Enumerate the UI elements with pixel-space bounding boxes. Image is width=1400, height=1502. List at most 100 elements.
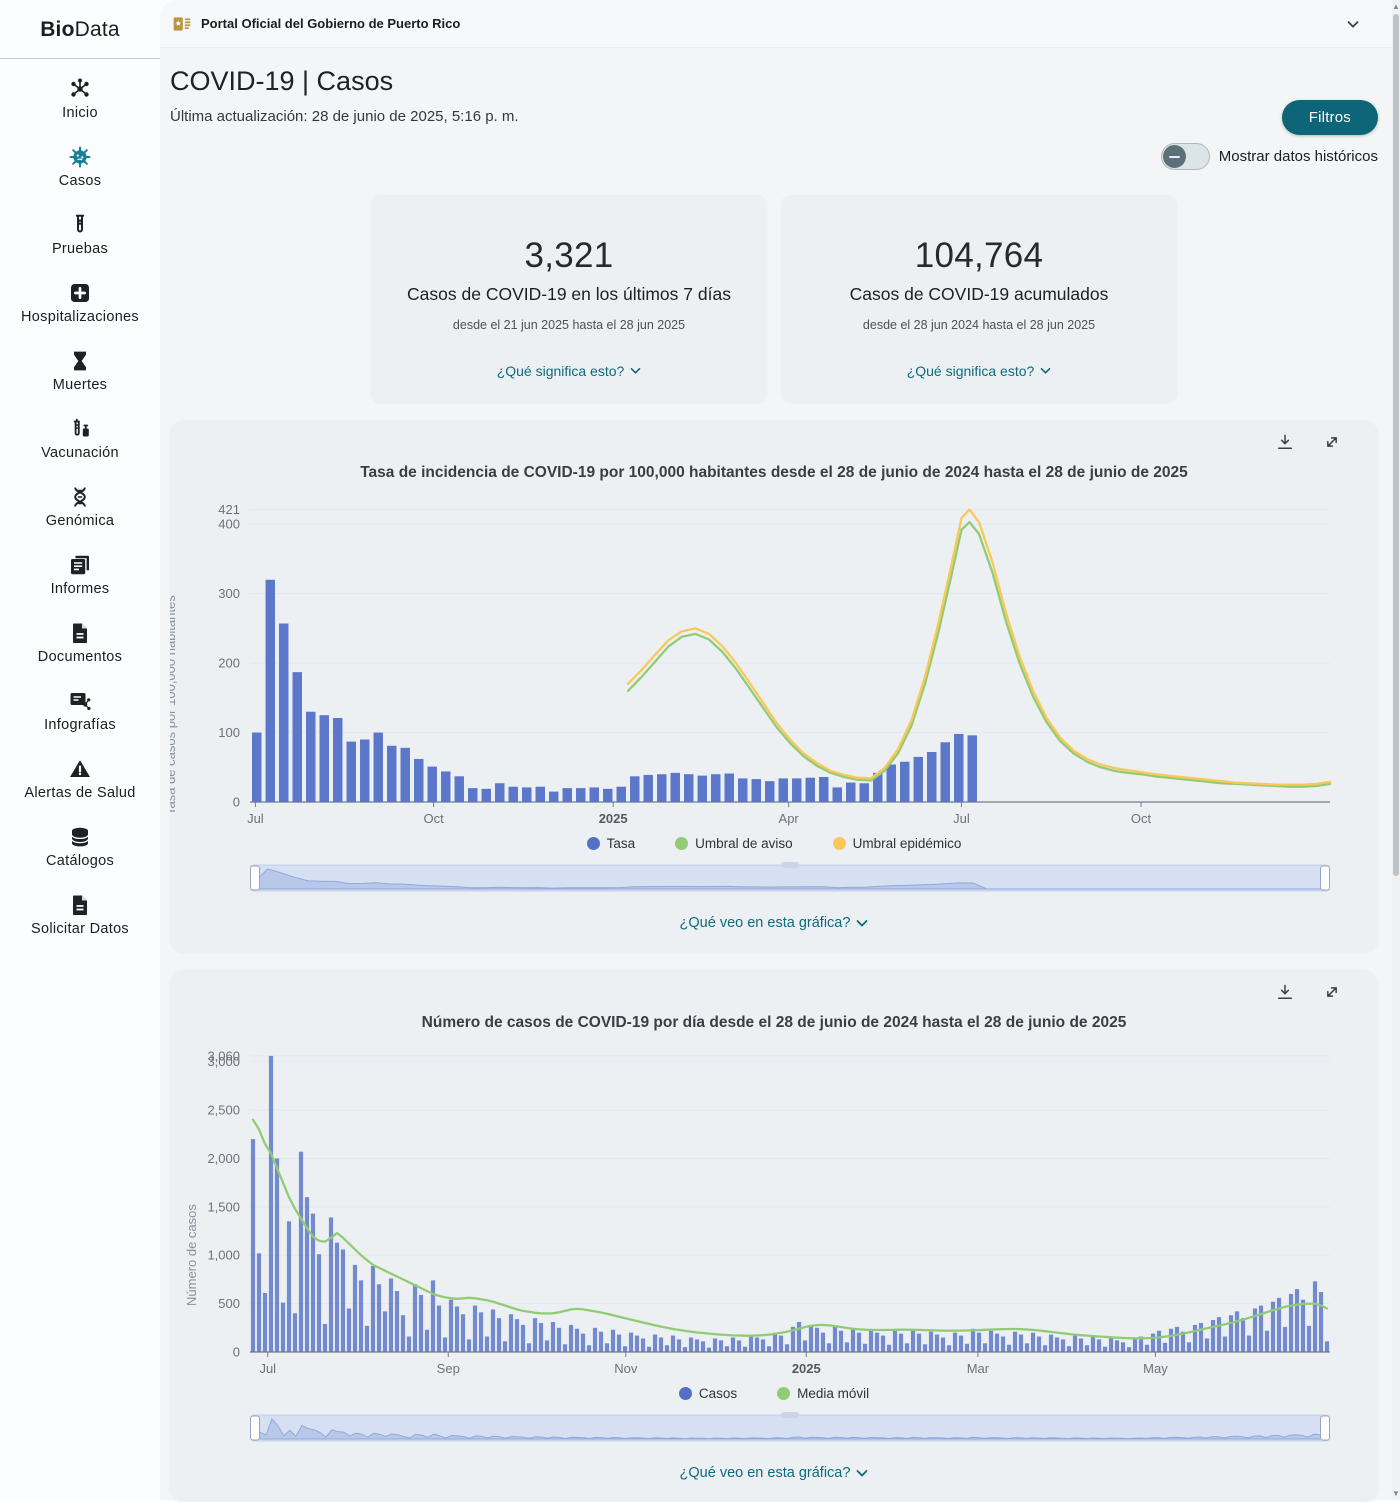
svg-text:May: May xyxy=(1143,1361,1168,1376)
legend-label: Umbral epidémico xyxy=(852,835,962,851)
svg-text:Nov: Nov xyxy=(614,1361,638,1376)
svg-text:Jul: Jul xyxy=(259,1361,276,1376)
sidebar-item-hospitalizaciones[interactable]: Hospitalizaciones xyxy=(0,269,160,337)
historic-data-toggle[interactable] xyxy=(1160,143,1210,170)
daily-cases-chart-card: Número de casos de COVID-19 por día desd… xyxy=(170,970,1378,1502)
chevron-down-icon xyxy=(856,919,868,928)
chart1-question-text: ¿Qué veo en esta gráfica? xyxy=(679,915,851,931)
chart1-question-link[interactable]: ¿Qué veo en esta gráfica? xyxy=(194,912,1354,934)
warning-icon xyxy=(67,756,93,782)
stat-value: 3,321 xyxy=(524,236,614,275)
legend-item[interactable]: Casos xyxy=(678,1385,738,1401)
stat-label: Casos de COVID-19 en los últimos 7 días xyxy=(407,284,731,304)
daily-cases-chart-plot[interactable]: 0 500 1,000 1,500 2,000 2,500 3,000 3,060 Jul Sep… xyxy=(194,1040,1354,1382)
sidebar-item-inicio[interactable]: Inicio xyxy=(0,65,160,133)
legend-item[interactable]: Media móvil xyxy=(777,1386,869,1401)
chart2-ylabel: Número de casos xyxy=(184,1204,199,1306)
sidebar-item-label: Vacunación xyxy=(41,445,119,462)
sidebar-item-label: Casos xyxy=(58,173,102,190)
report-icon xyxy=(67,552,93,578)
download-button[interactable] xyxy=(1275,432,1295,454)
filters-button[interactable]: Filtros xyxy=(1281,100,1378,135)
sidebar-item-documentos[interactable]: Documentos xyxy=(0,609,160,677)
svg-text:Oct: Oct xyxy=(1131,811,1152,826)
chart1-legend: Tasa Umbral de aviso Umbral epidémico xyxy=(194,832,1354,854)
chart1-actions xyxy=(194,432,1354,454)
expand-button[interactable] xyxy=(1322,432,1342,454)
sidebar-item-casos[interactable]: Casos xyxy=(0,133,160,201)
stat-cards-row: 3,321 Casos de COVID-19 en los últimos 7 … xyxy=(170,195,1378,402)
top-header: Portal Oficial del Gobierno de Puerto Ri… xyxy=(160,0,1400,48)
sidebar-item-label: Alertas de Salud xyxy=(24,785,136,802)
incidence-chart-card: Tasa de incidencia de COVID-19 por 100,0… xyxy=(170,420,1378,952)
download-icon xyxy=(1275,982,1295,1004)
page-title: COVID-19 | Casos xyxy=(170,66,394,96)
sidebar-item-label: Catálogos xyxy=(46,853,114,870)
expand-button[interactable] xyxy=(1322,982,1342,1004)
svg-text:Mar: Mar xyxy=(967,1361,990,1376)
svg-text:Sep: Sep xyxy=(437,1361,460,1376)
sidebar-item-solicitar-datos[interactable]: Solicitar Datos xyxy=(0,881,160,949)
sidebar-item-label: Documentos xyxy=(37,649,123,666)
chart1-ylabel: Tasa de casos por 100,000 habitantes xyxy=(170,595,178,815)
portal-label: Portal Oficial del Gobierno de Puerto Ri… xyxy=(201,16,461,31)
last-update: Última actualización: 28 de junio de 202… xyxy=(170,108,519,125)
svg-text:2,000: 2,000 xyxy=(207,1151,240,1166)
download-icon xyxy=(1275,432,1295,454)
stat-meaning-link[interactable]: ¿Qué significa esto? xyxy=(497,363,642,379)
sidebar-nav: Inicio Casos Pruebas Hospitalizaciones Muert… xyxy=(0,65,160,949)
sidebar-item-label: Hospitalizaciones xyxy=(21,309,139,326)
download-button[interactable] xyxy=(1275,982,1295,1004)
chart2-question-link[interactable]: ¿Qué veo en esta gráfica? xyxy=(194,1462,1354,1484)
logo-rest: Data xyxy=(74,18,120,41)
stat-meaning-text: ¿Qué significa esto? xyxy=(906,363,1035,379)
svg-text:Apr: Apr xyxy=(779,811,800,826)
svg-text:500: 500 xyxy=(218,1296,240,1311)
legend-dot xyxy=(678,1386,692,1400)
sidebar-item-infografias[interactable]: Infografías xyxy=(0,677,160,745)
incidence-chart-plot[interactable]: 0 100 200 300 400 421 Jul Oct 2025 Apr Jul Oct xyxy=(194,490,1354,832)
legend-dot xyxy=(586,836,600,850)
sidebar-item-muertes[interactable]: Muertes xyxy=(0,337,160,405)
hospital-plus-icon xyxy=(67,280,93,306)
svg-text:2025: 2025 xyxy=(792,1361,821,1376)
chart1-title: Tasa de incidencia de COVID-19 por 100,0… xyxy=(360,464,1188,481)
chart2-zoom-slider[interactable] xyxy=(250,1410,1330,1446)
legend-item[interactable]: Tasa xyxy=(586,835,636,851)
chevron-down-icon xyxy=(1040,367,1051,375)
stat-meaning-link[interactable]: ¿Qué significa esto? xyxy=(907,363,1052,379)
sidebar-item-genomica[interactable]: Genómica xyxy=(0,473,160,541)
sidebar-item-pruebas[interactable]: Pruebas xyxy=(0,201,160,269)
svg-text:0: 0 xyxy=(233,795,240,810)
svg-text:100: 100 xyxy=(218,725,240,740)
scroll-down-icon[interactable]: ▼ xyxy=(1392,1489,1400,1498)
svg-text:Oct: Oct xyxy=(423,811,444,826)
document-icon xyxy=(67,620,93,646)
scrollbar-thumb[interactable] xyxy=(1393,14,1399,876)
infographic-icon xyxy=(67,688,93,714)
svg-text:1,500: 1,500 xyxy=(207,1199,240,1214)
legend-item[interactable]: Umbral de aviso xyxy=(675,836,793,851)
legend-label: Casos xyxy=(698,1385,738,1401)
svg-text:2025: 2025 xyxy=(599,811,628,826)
sidebar-item-label: Informes xyxy=(50,581,110,598)
header-collapse-button[interactable] xyxy=(1344,15,1362,33)
page-scrollbar[interactable]: ▲ ▼ xyxy=(1392,0,1400,1500)
sidebar-item-informes[interactable]: Informes xyxy=(0,541,160,609)
chart2-title: Número de casos de COVID-19 por día desd… xyxy=(421,1014,1127,1031)
minus-icon xyxy=(1168,155,1180,158)
legend-label: Media móvil xyxy=(797,1385,870,1401)
stat-date-range: desde el 28 jun 2024 hasta el 28 jun 202… xyxy=(862,318,1096,332)
expand-icon xyxy=(1322,432,1342,454)
legend-label: Tasa xyxy=(606,835,636,851)
molecule-icon xyxy=(67,76,93,102)
scroll-up-icon[interactable]: ▲ xyxy=(1392,2,1400,11)
chart1-zoom-slider[interactable] xyxy=(250,860,1330,896)
sidebar-item-label: Inicio xyxy=(62,105,98,122)
stat-label: Casos de COVID-19 acumulados xyxy=(849,284,1109,304)
legend-item[interactable]: Umbral epidémico xyxy=(832,835,962,851)
sidebar-item-vacunacion[interactable]: Vacunación xyxy=(0,405,160,473)
sidebar-item-alertas-de-salud[interactable]: Alertas de Salud xyxy=(0,745,160,813)
sidebar-item-catalogos[interactable]: Catálogos xyxy=(0,813,160,881)
dna-icon xyxy=(67,484,93,510)
